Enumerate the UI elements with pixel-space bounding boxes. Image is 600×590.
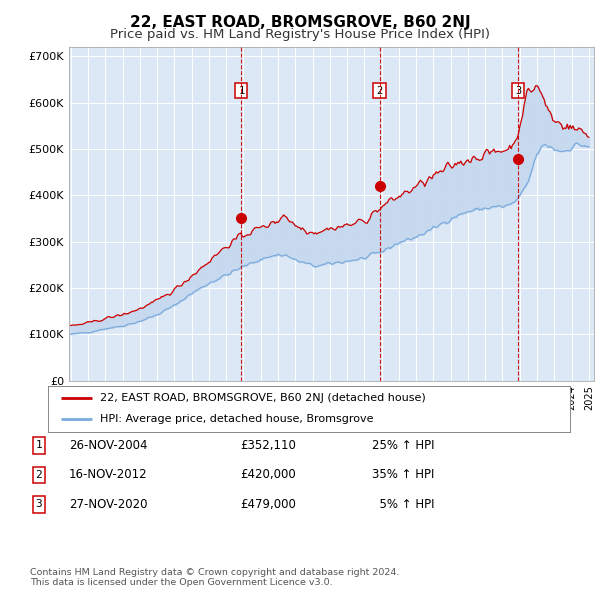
Text: £420,000: £420,000 — [240, 468, 296, 481]
Text: 2: 2 — [35, 470, 43, 480]
Text: 16-NOV-2012: 16-NOV-2012 — [69, 468, 148, 481]
Text: Contains HM Land Registry data © Crown copyright and database right 2024.
This d: Contains HM Land Registry data © Crown c… — [30, 568, 400, 587]
Text: £479,000: £479,000 — [240, 498, 296, 511]
Text: 22, EAST ROAD, BROMSGROVE, B60 2NJ (detached house): 22, EAST ROAD, BROMSGROVE, B60 2NJ (deta… — [100, 394, 426, 404]
Text: 2: 2 — [376, 86, 383, 96]
Text: 1: 1 — [35, 441, 43, 450]
Text: 5% ↑ HPI: 5% ↑ HPI — [372, 498, 434, 511]
Text: HPI: Average price, detached house, Bromsgrove: HPI: Average price, detached house, Brom… — [100, 414, 374, 424]
Text: Price paid vs. HM Land Registry's House Price Index (HPI): Price paid vs. HM Land Registry's House … — [110, 28, 490, 41]
Text: 26-NOV-2004: 26-NOV-2004 — [69, 439, 148, 452]
Text: £352,110: £352,110 — [240, 439, 296, 452]
Text: 3: 3 — [515, 86, 521, 96]
Text: 25% ↑ HPI: 25% ↑ HPI — [372, 439, 434, 452]
Text: 35% ↑ HPI: 35% ↑ HPI — [372, 468, 434, 481]
Text: 22, EAST ROAD, BROMSGROVE, B60 2NJ: 22, EAST ROAD, BROMSGROVE, B60 2NJ — [130, 15, 470, 30]
Text: 27-NOV-2020: 27-NOV-2020 — [69, 498, 148, 511]
Text: 1: 1 — [238, 86, 244, 96]
Text: 3: 3 — [35, 500, 43, 509]
